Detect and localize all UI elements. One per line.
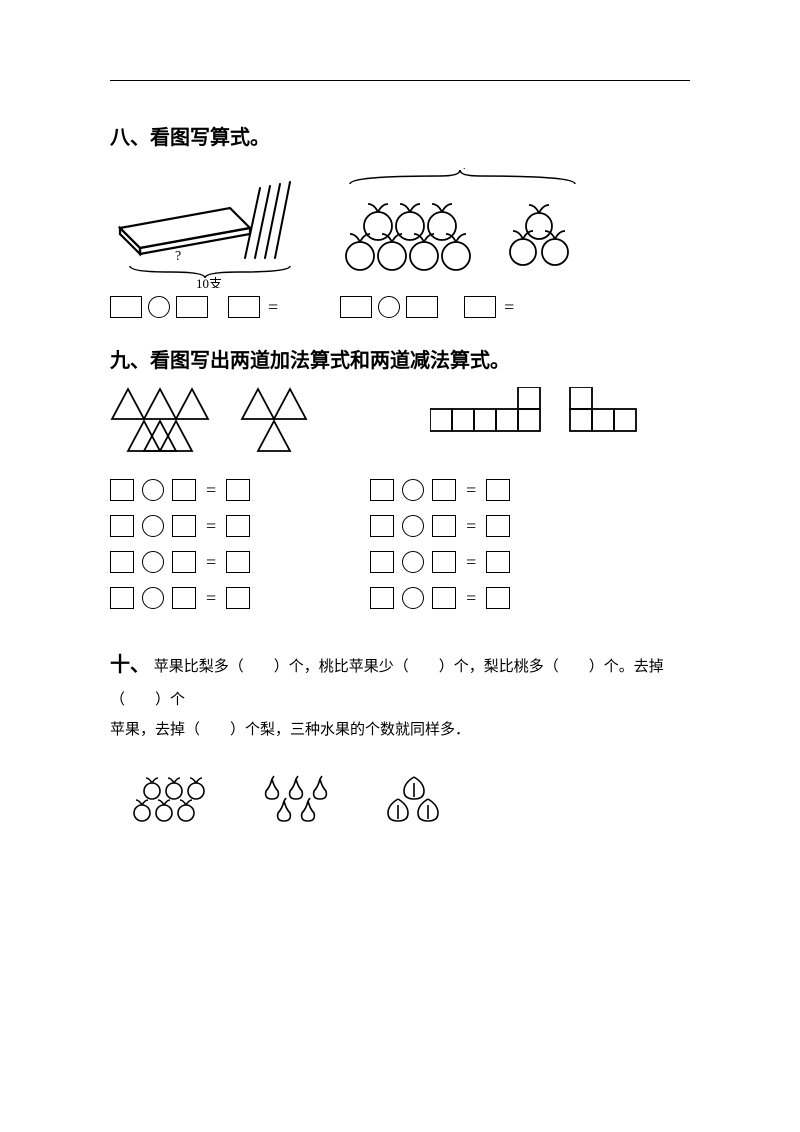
blank-box[interactable] [172,515,196,537]
tray-question-label: ? [175,249,181,264]
equals-sign: = [204,516,218,537]
section-9-equations: = = = = [110,479,690,609]
eq-line[interactable]: = [370,515,510,537]
blank-box[interactable] [226,551,250,573]
blank-box[interactable] [172,587,196,609]
blank-box[interactable] [110,515,134,537]
pears-figure [256,775,346,823]
blank-circle[interactable] [142,479,164,501]
eq-line[interactable]: = [110,587,250,609]
eq-8-right[interactable]: = [340,296,516,318]
triangles-figure [110,387,340,457]
blank-box[interactable] [432,515,456,537]
equals-sign: = [204,552,218,573]
apples-figure: ?个 [330,168,590,288]
blank-box[interactable] [228,296,260,318]
blank-box[interactable] [486,551,510,573]
blank-circle[interactable] [378,296,400,318]
blank-box[interactable] [464,296,496,318]
blank-circle[interactable] [402,551,424,573]
blank-box[interactable] [226,515,250,537]
section-10-prefix: 十、 [110,654,150,676]
eq-line[interactable]: = [370,551,510,573]
blank-circle[interactable] [142,587,164,609]
fruit-row [110,775,690,823]
eq-line[interactable]: = [110,479,250,501]
eq-line[interactable]: = [110,551,250,573]
blank-circle[interactable] [142,515,164,537]
blank-box[interactable] [432,479,456,501]
blank-box[interactable] [432,587,456,609]
section-10-line-2: 苹果，去掉（ ）个梨，三种水果的个数就同样多． [110,722,470,738]
apples-small-figure [132,777,222,823]
peaches-figure [380,775,450,823]
blank-box[interactable] [486,587,510,609]
section-9-shapes [110,387,690,457]
blank-box[interactable] [370,479,394,501]
eq-8-left[interactable]: = [110,296,280,318]
blank-box[interactable] [110,587,134,609]
equals-sign: = [464,480,478,501]
equals-sign: = [204,480,218,501]
eq-line[interactable]: = [370,479,510,501]
equals-sign: = [204,588,218,609]
equals-sign: = [502,297,516,318]
section-8-title: 八、看图写算式。 [110,121,690,150]
blank-circle[interactable] [402,515,424,537]
blank-box[interactable] [486,515,510,537]
blank-box[interactable] [370,587,394,609]
blank-box[interactable] [370,515,394,537]
blank-box[interactable] [370,551,394,573]
section-8-figures: ? 10支 ?个 [110,168,690,288]
eq-line[interactable]: = [370,587,510,609]
section-8-equations: = = [110,296,690,318]
eq-col-right: = = = = [370,479,510,609]
equals-sign: = [464,588,478,609]
worksheet-page: 八、看图写算式。 ? 10支 [0,0,800,863]
equals-sign: = [464,516,478,537]
blank-box[interactable] [340,296,372,318]
squares-figure [430,387,660,437]
apples-total-label: ?个 [452,168,471,171]
blank-box[interactable] [226,479,250,501]
section-10-line-1: 苹果比梨多（ ）个，桃比苹果少（ ）个，梨比桃多（ ）个。去掉（ ）个 [110,659,664,708]
equals-sign: = [266,297,280,318]
blank-box[interactable] [486,479,510,501]
eq-col-left: = = = = [110,479,250,609]
tray-total-label: 10支 [196,276,222,288]
blank-circle[interactable] [402,587,424,609]
blank-circle[interactable] [142,551,164,573]
eq-line[interactable]: = [110,515,250,537]
blank-circle[interactable] [148,296,170,318]
blank-box[interactable] [110,551,134,573]
equals-sign: = [464,552,478,573]
blank-box[interactable] [110,479,134,501]
section-10-text: 十、 苹果比梨多（ ）个，桃比苹果少（ ）个，梨比桃多（ ）个。去掉（ ）个 苹… [110,645,690,745]
blank-box[interactable] [432,551,456,573]
blank-box[interactable] [406,296,438,318]
blank-circle[interactable] [402,479,424,501]
pencil-tray-figure: ? 10支 [110,168,310,288]
blank-box[interactable] [172,479,196,501]
section-9-title: 九、看图写出两道加法算式和两道减法算式。 [110,344,690,373]
blank-box[interactable] [110,296,142,318]
blank-box[interactable] [176,296,208,318]
blank-box[interactable] [172,551,196,573]
blank-box[interactable] [226,587,250,609]
top-rule [110,80,690,81]
